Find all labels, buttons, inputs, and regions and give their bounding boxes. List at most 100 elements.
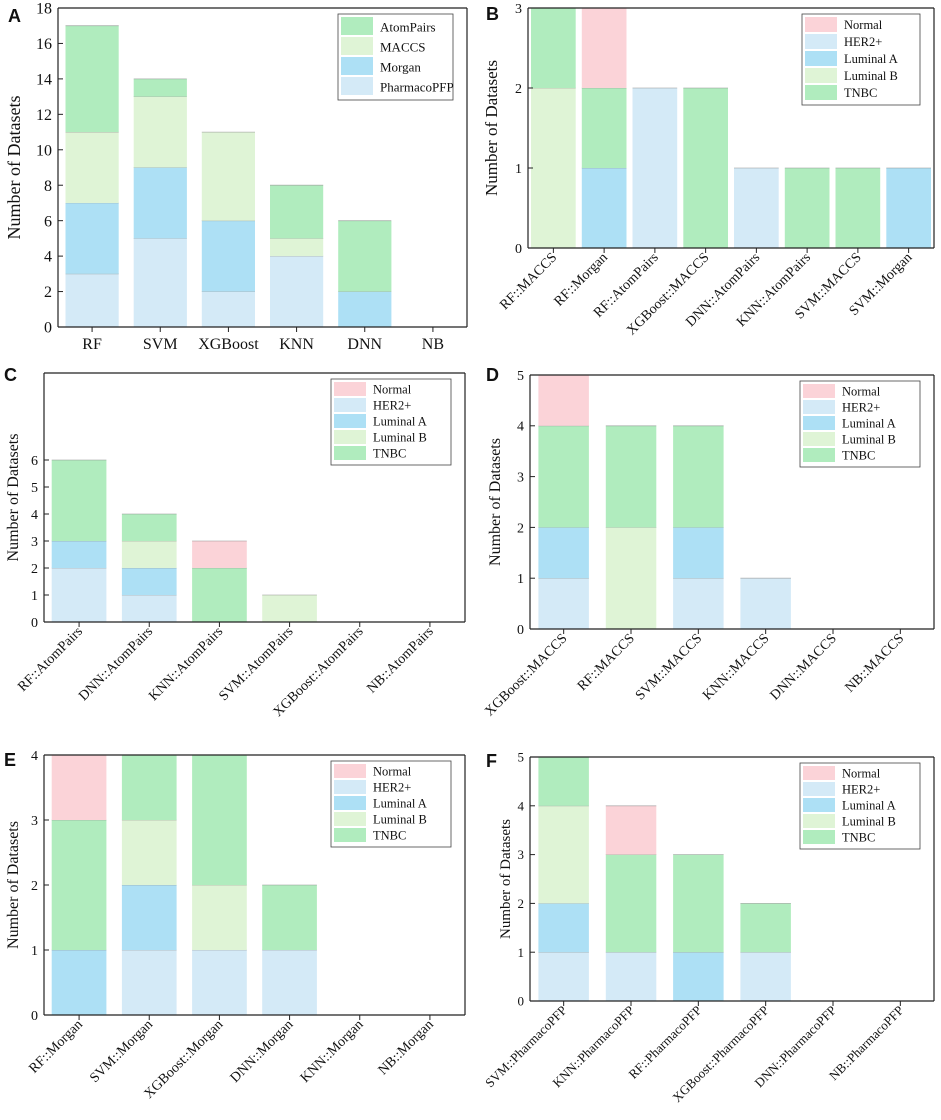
x-tick-label: NB::PharmacoPFP	[826, 1003, 907, 1084]
bar-f-2-tnbc	[673, 854, 724, 953]
bar-b-0-luminal-b	[531, 88, 576, 248]
legend: Normal HER2+ Luminal A Luminal B TNBC	[799, 380, 921, 468]
bar-a-2-maccs	[201, 132, 255, 221]
legend-swatch	[334, 812, 366, 826]
legend-swatch	[341, 77, 373, 95]
y-tick-label: 2	[31, 879, 38, 894]
x-tick-label: NB::AtomPairs	[365, 624, 437, 696]
bar-b-5-tnbc	[784, 168, 830, 248]
legend-swatch	[803, 416, 835, 430]
x-tick-label: KNN::AtomPairs	[146, 624, 226, 704]
bar-a-3-maccs	[270, 238, 324, 257]
y-tick-label: 1	[518, 945, 525, 960]
bar-a-2-morgan	[201, 220, 255, 292]
x-tick-label: RF::Morgan	[27, 1017, 86, 1076]
bar-e-1-tnbc	[121, 755, 177, 820]
legend: Normal HER2+ Luminal A Luminal B TNBC	[801, 13, 921, 106]
y-tick-label: 1	[31, 944, 38, 959]
bar-f-3-her2-	[740, 952, 791, 1001]
y-tick-label: 10	[36, 142, 52, 159]
y-tick-label: 1	[515, 162, 522, 177]
legend-label: Normal	[844, 18, 883, 32]
legend-swatch	[805, 17, 837, 32]
y-tick-label: 3	[31, 814, 38, 829]
y-tick-label: 2	[515, 82, 522, 97]
legend-label: TNBC	[373, 829, 406, 843]
bar-b-2-her2-	[632, 88, 678, 248]
y-tick-label: 0	[31, 616, 38, 631]
bar-d-0-luminal-a	[538, 527, 589, 579]
y-tick-label: 4	[31, 749, 38, 764]
legend-label: Luminal A	[842, 799, 896, 813]
legend-label: TNBC	[842, 831, 875, 845]
legend-label: TNBC	[844, 86, 877, 100]
y-axis-label: Number of Datasets	[498, 819, 514, 939]
legend-label: MACCS	[380, 39, 426, 54]
y-tick-label: 1	[31, 589, 38, 604]
legend-label: HER2+	[842, 401, 880, 415]
panel-letter-e: E	[4, 750, 16, 770]
bar-a-2-pharmacopfp	[201, 291, 255, 327]
y-tick-label: 4	[44, 249, 52, 266]
y-axis-label: Number of Datasets	[487, 438, 504, 566]
y-tick-label: 3	[517, 471, 524, 486]
y-tick-label: 0	[31, 1009, 38, 1024]
legend-swatch	[803, 814, 835, 828]
y-tick-label: 18	[36, 1, 52, 18]
legend-label: Normal	[373, 765, 412, 779]
y-tick-label: 12	[36, 107, 52, 124]
legend-label: Luminal B	[842, 433, 896, 447]
legend: Normal HER2+ Luminal A Luminal B TNBC	[799, 762, 921, 850]
bar-e-2-luminal-b	[192, 885, 247, 950]
y-tick-label: 0	[44, 320, 52, 337]
y-tick-label: 4	[517, 420, 524, 435]
legend-swatch	[334, 414, 366, 428]
legend-label: Morgan	[380, 59, 421, 74]
bar-e-1-luminal-b	[121, 820, 177, 885]
bar-f-1-her2-	[605, 952, 657, 1001]
legend-label: TNBC	[842, 449, 875, 463]
legend-swatch	[334, 796, 366, 810]
bar-f-0-her2-	[538, 952, 589, 1001]
x-tick-label: RF	[82, 336, 102, 353]
bars	[531, 7, 931, 248]
x-tick-label: KNN	[279, 336, 314, 353]
bar-f-1-normal	[605, 805, 657, 855]
y-tick-label: 8	[44, 178, 52, 195]
legend-label: HER2+	[842, 783, 880, 797]
legend-swatch	[334, 446, 366, 460]
y-tick-label: 6	[44, 213, 52, 230]
x-tick-label: XGBoost::Morgan	[142, 1017, 227, 1102]
bar-e-1-her2-	[121, 950, 177, 1015]
bar-d-0-normal	[538, 375, 589, 426]
bar-a-0-pharmacopfp	[65, 273, 119, 327]
bar-b-6-tnbc	[835, 168, 881, 248]
bar-e-3-tnbc	[262, 885, 317, 950]
legend-label: Luminal A	[373, 415, 427, 429]
bar-b-4-her2-	[734, 168, 779, 248]
x-tick-label: NB::Morgan	[376, 1017, 437, 1078]
bar-b-1-tnbc	[581, 88, 627, 168]
x-tick-label: SVM::Morgan	[87, 1017, 156, 1086]
bar-c-2-normal	[192, 541, 247, 568]
bar-c-0-tnbc	[51, 460, 107, 541]
legend-label: Normal	[842, 385, 881, 399]
legend-swatch	[805, 34, 837, 49]
y-tick-label: 0	[518, 994, 525, 1009]
legend-swatch	[803, 830, 835, 844]
bar-e-3-her2-	[262, 950, 317, 1015]
legend-swatch	[334, 780, 366, 794]
bar-d-0-her2-	[538, 578, 589, 629]
panel-letter-f: F	[486, 751, 497, 771]
legend-swatch	[803, 448, 835, 462]
bar-f-3-tnbc	[740, 903, 791, 953]
legend-swatch	[341, 17, 373, 35]
x-tick-label: SVM::AtomPairs	[216, 624, 296, 704]
legend-label: Normal	[373, 383, 412, 397]
bar-d-3-her2-	[740, 578, 791, 629]
legend-swatch	[803, 400, 835, 414]
bars	[51, 754, 317, 1015]
bar-f-0-tnbc	[538, 757, 589, 806]
panel-letter-a: A	[8, 6, 21, 26]
legend-swatch	[803, 766, 835, 780]
